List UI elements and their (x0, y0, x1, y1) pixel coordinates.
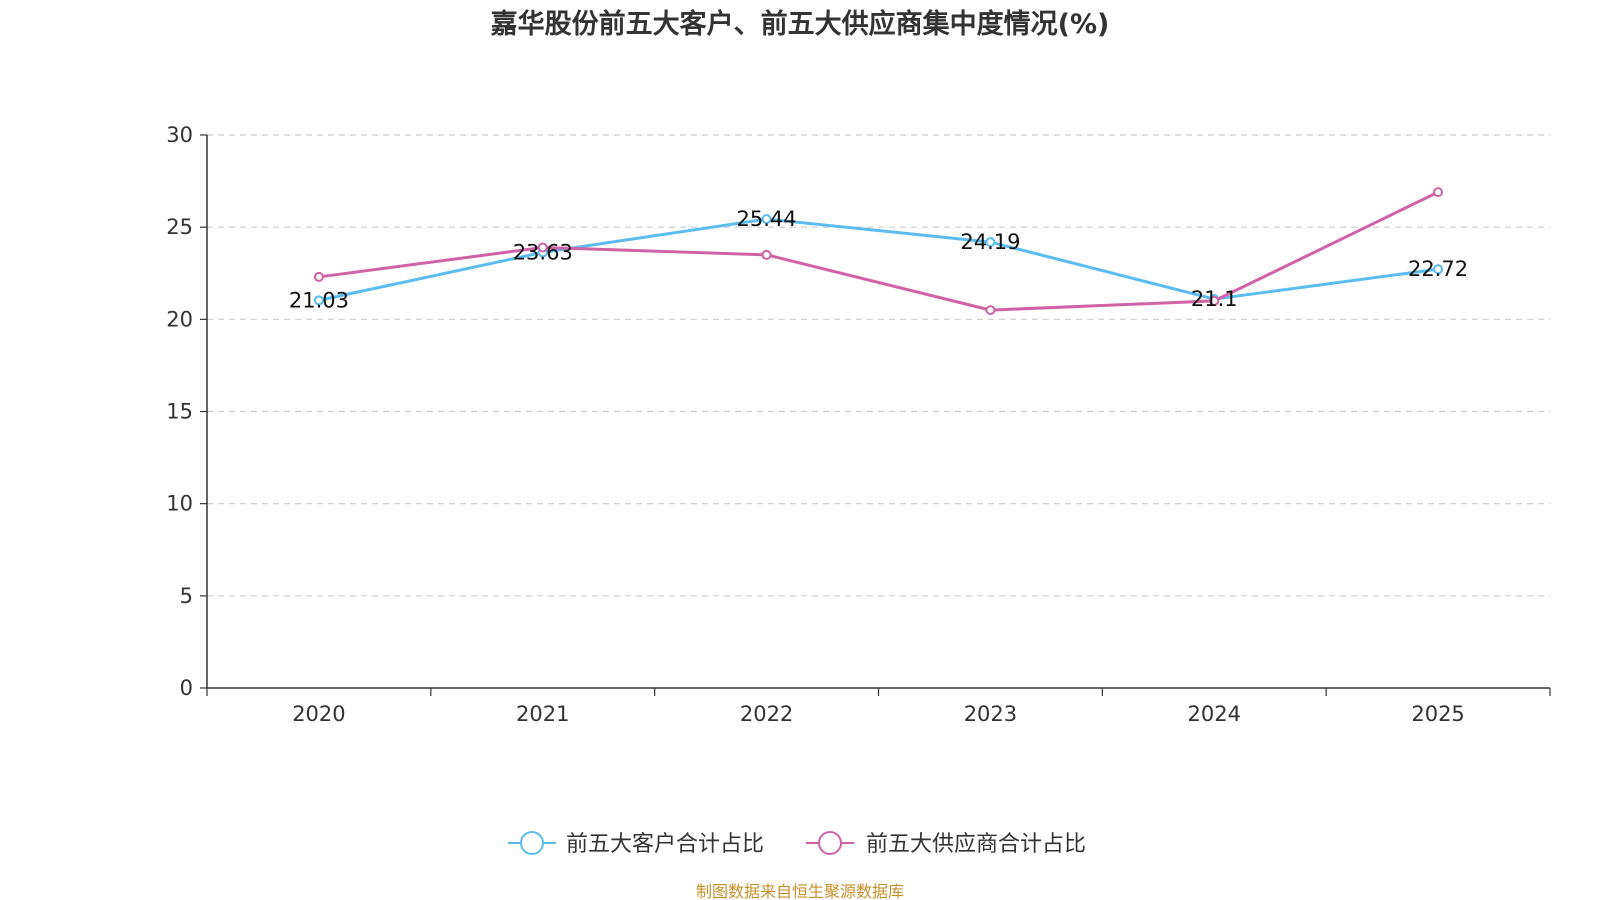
point-s0-2020 (313, 295, 324, 306)
y-tick-label-5: 5 (180, 584, 193, 608)
point-s1-2020 (313, 271, 324, 282)
y-tick-label-15: 15 (166, 400, 193, 424)
x-tick-label-2023: 2023 (964, 702, 1017, 726)
y-tick-label-10: 10 (166, 492, 193, 516)
data-label-s0-2021: 23.63 (513, 240, 573, 264)
chart-title: 嘉华股份前五大客户、前五大供应商集中度情况(%) (491, 8, 1110, 40)
point-s1-2023 (985, 305, 996, 316)
y-tick-label-30: 30 (166, 123, 193, 147)
x-tick-label-2020: 2020 (292, 702, 345, 726)
y-tick-label-0: 0 (180, 676, 193, 700)
legend-item-suppliers[interactable]: 前五大供应商合计占比 (806, 831, 1086, 857)
series (313, 187, 1444, 316)
data-label-s0-2020: 21.03 (289, 288, 349, 312)
legend-marker-suppliers (818, 831, 842, 855)
legend-item-customers[interactable]: 前五大客户合计占比 (508, 831, 764, 857)
y-tick-label-25: 25 (166, 215, 193, 239)
data-label-s0-2025: 22.72 (1408, 257, 1468, 281)
point-s0-2023 (985, 237, 996, 248)
legend-label-suppliers: 前五大供应商合计占比 (866, 832, 1086, 857)
data-labels: 21.03 23.63 25.44 24.19 21.1 22.72 (289, 207, 1468, 312)
legend: 前五大客户合计占比 前五大供应商合计占比 (508, 831, 1086, 857)
data-label-s0-2024: 21.1 (1191, 287, 1238, 311)
data-label-s0-2022: 25.44 (737, 207, 797, 231)
point-s1-2024 (1209, 295, 1220, 306)
series-line-1 (318, 190, 1439, 312)
point-s1-2021 (537, 242, 548, 253)
data-label-s0-2023: 24.19 (960, 230, 1020, 254)
gridlines (207, 134, 1550, 597)
point-s0-2025 (1433, 264, 1444, 275)
legend-label-customers: 前五大客户合计占比 (566, 832, 764, 857)
series-line-0 (318, 217, 1439, 302)
x-tick-label-2025: 2025 (1411, 702, 1464, 726)
point-s1-2022 (761, 249, 772, 260)
x-tick-label-2024: 2024 (1188, 702, 1241, 726)
x-tick-label-2022: 2022 (740, 702, 793, 726)
point-s0-2022 (761, 214, 772, 225)
y-tick-label-20: 20 (166, 307, 193, 331)
legend-marker-customers (520, 831, 544, 855)
x-tick-label-2021: 2021 (516, 702, 569, 726)
source-note: 制图数据来自恒生聚源数据库 (696, 882, 904, 900)
point-s1-2025 (1433, 187, 1444, 198)
